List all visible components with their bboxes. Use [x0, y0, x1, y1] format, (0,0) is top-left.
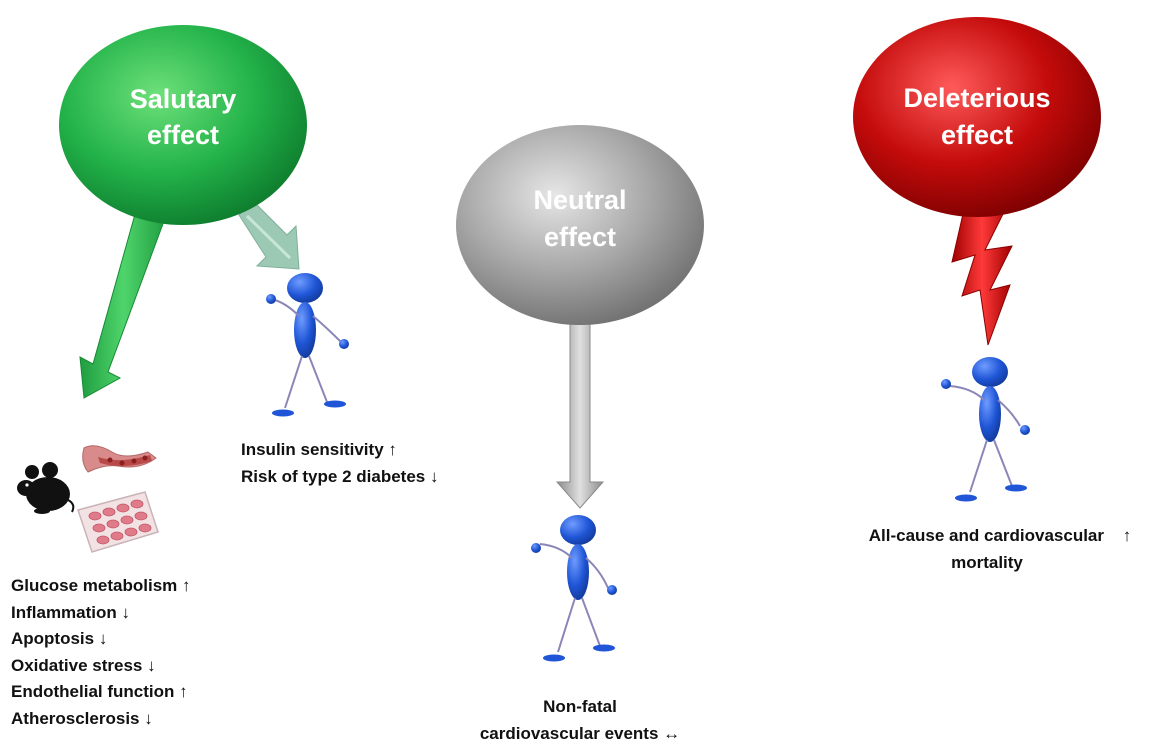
- mouse-icon: [17, 462, 73, 514]
- outcome-line: mortality: [840, 550, 1134, 577]
- outcome-label: cardiovascular events: [480, 724, 659, 743]
- outcome-label: Endothelial function: [11, 682, 174, 701]
- list-item: Apoptosis ↓: [11, 626, 191, 653]
- neutral-bubble: Neutral effect: [456, 125, 704, 325]
- list-item: Oxidative stress ↓: [11, 653, 191, 680]
- list-item: Atherosclerosis ↓: [11, 706, 191, 733]
- outcome-label: Oxidative stress: [11, 656, 142, 675]
- salutary-title-line2: effect: [147, 120, 219, 150]
- list-item: Inflammation ↓: [11, 600, 191, 627]
- outcome-label: Insulin sensitivity: [241, 440, 384, 459]
- salutary-human-outcomes: Insulin sensitivity ↑ Risk of type 2 dia…: [241, 437, 438, 490]
- blood-vessel-icon: [83, 446, 156, 472]
- salutary-bubble: Salutary effect: [59, 25, 307, 225]
- deleterious-title-line2: effect: [941, 120, 1013, 150]
- salutary-experimental-arrow: [80, 200, 167, 398]
- deleterious-title-line1: Deleterious: [903, 83, 1050, 113]
- outcome-line: All-cause and cardiovascular ↑: [840, 523, 1154, 550]
- person-icon: [531, 515, 617, 662]
- list-item: Glucose metabolism ↑: [11, 573, 191, 600]
- outcome-label: Glucose metabolism: [11, 576, 177, 595]
- outcome-label: Apoptosis: [11, 629, 94, 648]
- down-arrow-icon: ↓: [99, 629, 108, 648]
- outcome-line: Non-fatal: [430, 694, 730, 721]
- person-icon: [266, 273, 349, 417]
- salutary-title-line1: Salutary: [130, 84, 237, 114]
- up-arrow-icon: ↑: [388, 440, 397, 459]
- left-right-arrow-icon: ↔: [663, 724, 680, 743]
- list-item: Endothelial function ↑: [11, 679, 191, 706]
- person-icon: [941, 357, 1030, 502]
- outcome-label: All-cause and cardiovascular: [869, 526, 1104, 545]
- outcome-line: cardiovascular events ↔: [430, 721, 730, 747]
- down-arrow-icon: ↓: [144, 709, 153, 728]
- up-arrow-icon: ↑: [182, 576, 191, 595]
- list-item: Risk of type 2 diabetes ↓: [241, 464, 438, 491]
- salutary-human-arrow: [239, 201, 299, 269]
- down-arrow-icon: ↓: [147, 656, 156, 675]
- neutral-title-line2: effect: [544, 222, 616, 252]
- neutral-title-line1: Neutral: [533, 185, 626, 215]
- salutary-experimental-outcomes: Glucose metabolism ↑ Inflammation ↓ Apop…: [11, 573, 191, 732]
- list-item: Insulin sensitivity ↑: [241, 437, 438, 464]
- down-arrow-icon: ↓: [122, 603, 131, 622]
- deleterious-outcome: All-cause and cardiovascular ↑ mortality: [840, 523, 1154, 576]
- up-arrow-icon: ↑: [179, 682, 188, 701]
- deleterious-bubble: Deleterious effect: [853, 17, 1101, 217]
- cell-culture-plate-icon: [78, 492, 158, 552]
- neutral-arrow: [557, 318, 603, 508]
- deleterious-lightning-bolt-icon: [952, 205, 1012, 345]
- outcome-label: Inflammation: [11, 603, 117, 622]
- outcome-label: Risk of type 2 diabetes: [241, 467, 425, 486]
- down-arrow-icon: ↓: [430, 467, 439, 486]
- up-arrow-icon: ↑: [1123, 526, 1132, 545]
- neutral-outcome: Non-fatal cardiovascular events ↔: [430, 694, 730, 747]
- outcome-label: Atherosclerosis: [11, 709, 140, 728]
